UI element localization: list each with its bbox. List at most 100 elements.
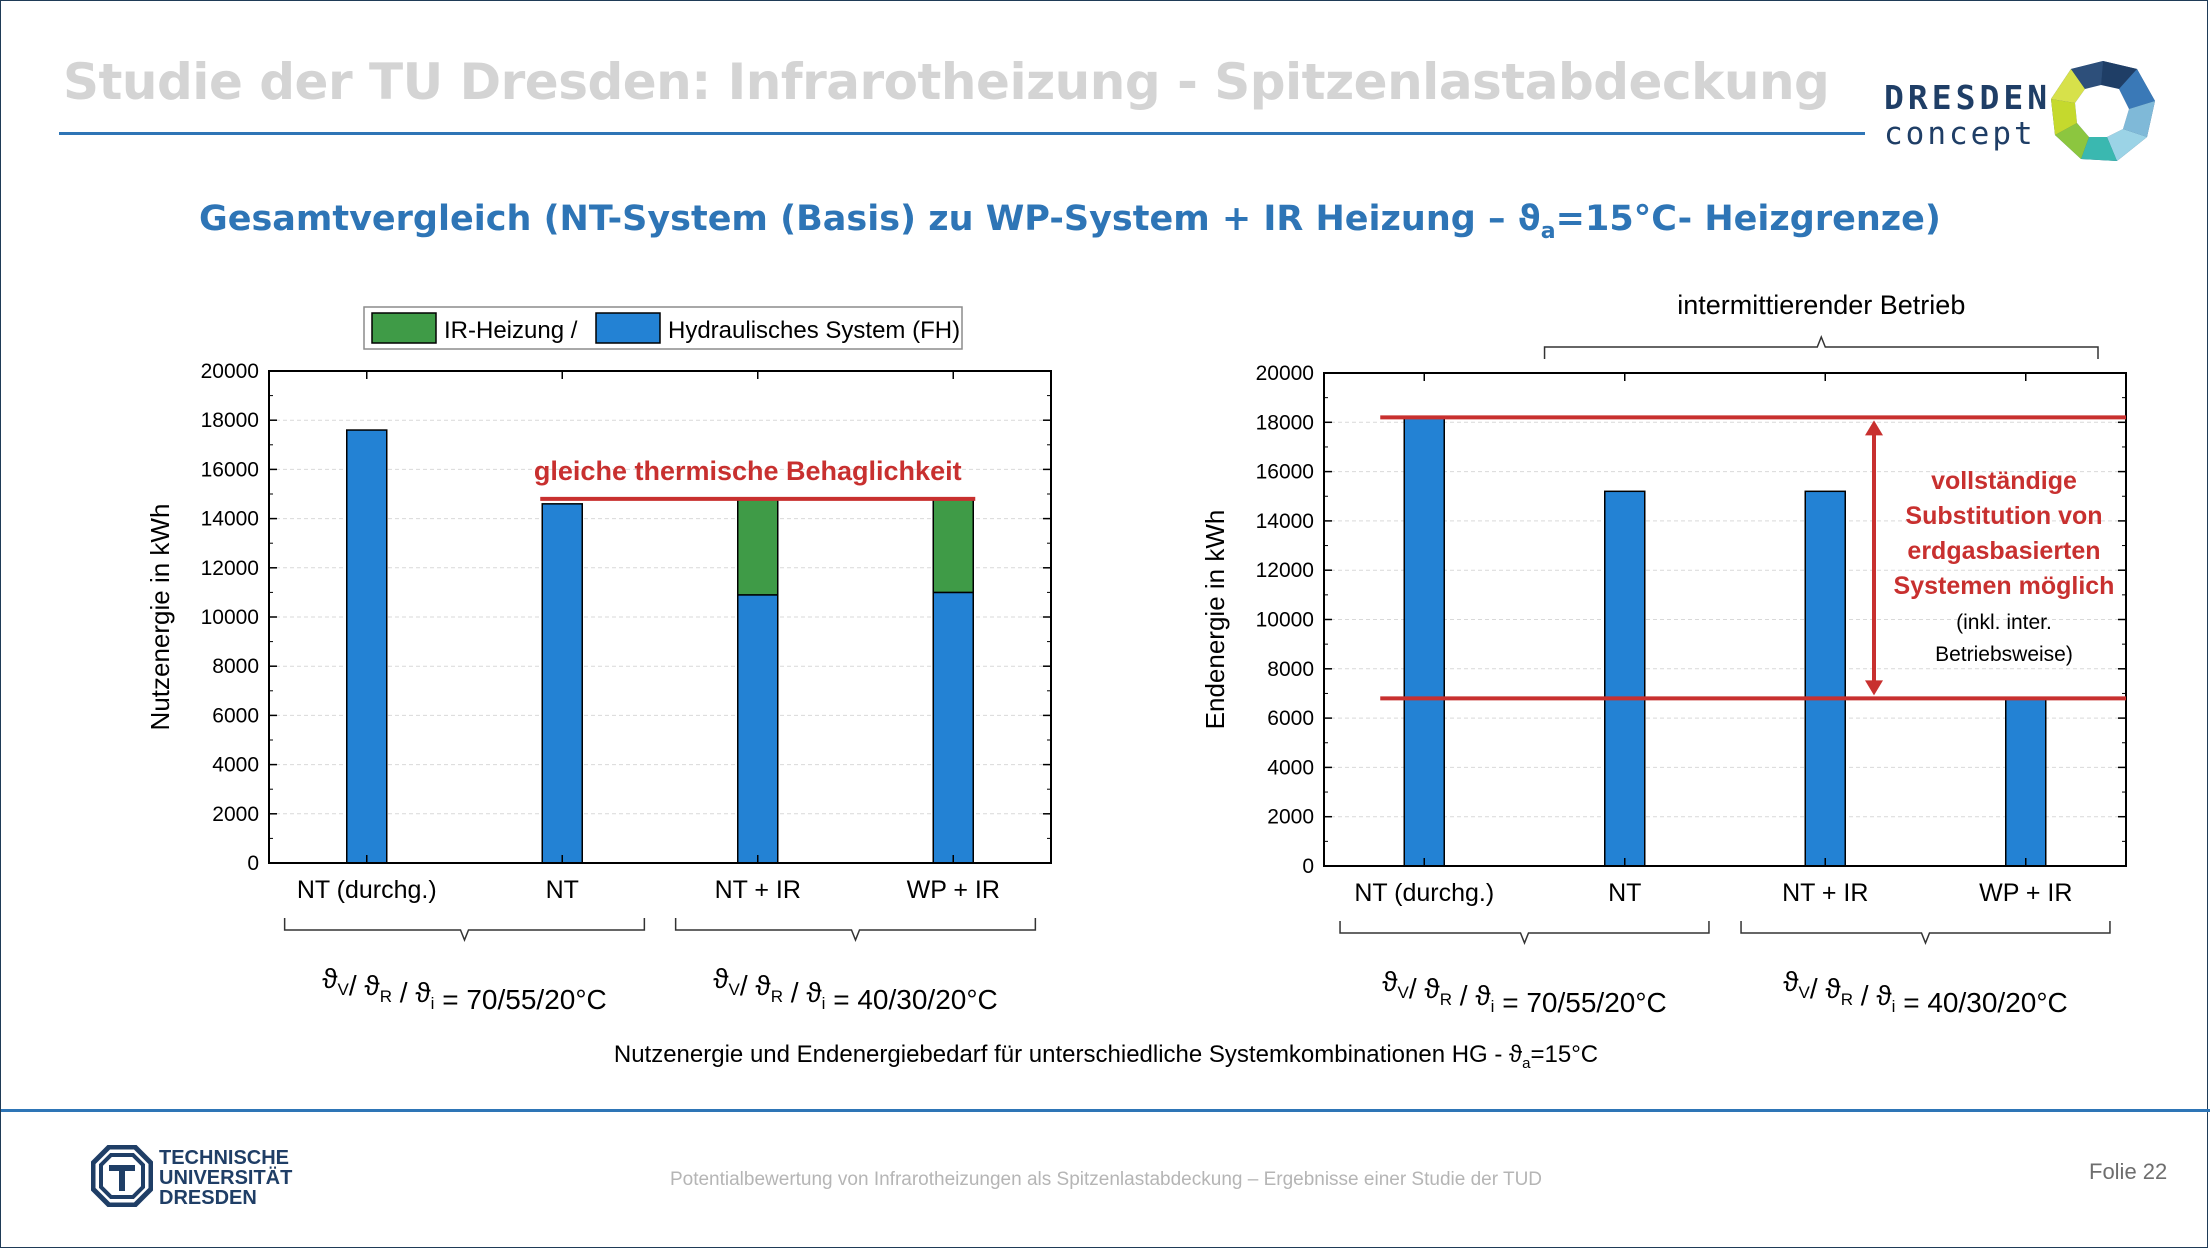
group-label-part: ϑ: [364, 970, 380, 1001]
bar: [737, 594, 779, 864]
y-tick-label: 20000: [1256, 362, 1314, 385]
chart-subtitle: Gesamtvergleich (NT-System (Basis) zu WP…: [199, 199, 1941, 244]
bar: [737, 498, 779, 596]
group-label-subscript: R: [1440, 990, 1452, 1009]
substitution-annotation-line: Substitution von: [1905, 502, 2102, 530]
bar: [1403, 416, 1445, 867]
group-label-part: = 70/55/20°C: [1494, 987, 1666, 1018]
y-tick-label: 8000: [212, 655, 259, 678]
bar: [1804, 490, 1846, 867]
y-tick-label: 2000: [1267, 806, 1314, 829]
group-label-part: ϑ: [713, 963, 729, 994]
bar: [346, 429, 388, 864]
y-tick-label: 4000: [212, 754, 259, 777]
figure-caption: Nutzenergie und Endenergiebedarf für unt…: [1, 1041, 2210, 1072]
y-tick-label: 4000: [1267, 756, 1314, 779]
group-label-subscript: V: [729, 980, 741, 999]
group-label-part: = 40/30/20°C: [1895, 987, 2067, 1018]
x-tick-label: WP + IR: [907, 876, 1000, 904]
bar: [932, 591, 974, 864]
tud-line2: UNIVERSITÄT: [159, 1167, 293, 1189]
tud-line1: TECHNISCHE: [159, 1147, 290, 1169]
dresden-concept-logo-icon: [2051, 61, 2155, 161]
x-tick-label: NT: [546, 876, 579, 904]
charts-area: 0 2000 4000 6000 8000 10000 12000 14000 16000 180…: [145, 290, 2127, 1018]
group-label-subscript: V: [1799, 983, 1811, 1002]
group-label-part: ϑ: [322, 963, 338, 994]
group-label-part: /: [783, 977, 806, 1008]
group-label-subscript: i: [431, 994, 435, 1013]
substitution-annotation-line: erdgasbasierten: [1907, 537, 2100, 565]
group-label-subscript: i: [1491, 997, 1495, 1016]
y-tick-label: 10000: [1256, 609, 1314, 632]
group-label-subscript: R: [1841, 990, 1853, 1009]
group-label-part: /: [1409, 973, 1425, 1004]
logo-line2: concept: [1884, 116, 2036, 152]
group-label: ϑV/ ϑR / ϑi = 70/55/20°C: [322, 963, 607, 1015]
group-label-subscript: V: [1398, 983, 1410, 1002]
x-tick-label: NT + IR: [715, 876, 801, 904]
plot-frame: [268, 370, 1052, 864]
group-label-part: ϑ: [1424, 973, 1440, 1004]
slide-number: Folie 22: [2089, 1159, 2168, 1184]
group-label-part: /: [740, 970, 756, 1001]
bar: [1604, 490, 1646, 867]
group-label-part: = 70/55/20°C: [434, 984, 606, 1015]
legend-label-ir: IR-Heizung /: [444, 317, 578, 344]
y-tick-label: 2000: [212, 803, 259, 826]
group-label-subscript: V: [338, 980, 350, 999]
group-label-part: ϑ: [1783, 966, 1799, 997]
group-label-part: ϑ: [1825, 973, 1841, 1004]
top-label: intermittierender Betrieb: [1677, 290, 1965, 320]
group-label-part: /: [1810, 973, 1826, 1004]
legend-box: [363, 306, 963, 350]
legend-label-hydraulic: Hydraulisches System (FH): [668, 317, 960, 344]
y-tick-label: 0: [247, 852, 259, 875]
y-axis-label: Nutzenergie in kWh: [145, 504, 175, 731]
caption-main: Nutzenergie und Endenergiebedarf für unt…: [613, 1041, 1523, 1068]
group-label-subscript: R: [380, 987, 392, 1006]
y-tick-label: 14000: [201, 508, 259, 531]
y-axis-label: Endenergie in kWh: [1200, 510, 1230, 730]
y-tick-label: 16000: [1256, 461, 1314, 484]
top-brace: [1543, 334, 2099, 359]
footer-rule: [1, 1109, 2210, 1112]
y-tick-label: 8000: [1267, 658, 1314, 681]
group-label-part: /: [1452, 980, 1475, 1011]
y-tick-label: 6000: [1267, 707, 1314, 730]
x-tick-label: NT: [1608, 879, 1641, 907]
x-tick-label: NT (durchg.): [297, 876, 437, 904]
logo-line1: DRESDEN: [1884, 78, 2052, 117]
group-label: ϑV/ ϑR / ϑi = 40/30/20°C: [713, 963, 998, 1015]
plot-frame: [1323, 372, 2127, 867]
tud-line3: DRESDEN: [159, 1187, 257, 1209]
group-label-part: /: [349, 970, 365, 1001]
slide-title: Studie der TU Dresden: Infrarotheizung -…: [63, 53, 1830, 111]
subtitle-main: Gesamtvergleich (NT-System (Basis) zu WP…: [199, 199, 1541, 239]
bar: [2005, 697, 2047, 867]
caption-sub: a: [1522, 1054, 1531, 1072]
x-tick-label: NT (durchg.): [1354, 879, 1494, 907]
title-underline: [59, 132, 1865, 135]
y-tick-label: 14000: [1256, 510, 1314, 533]
legend-swatch-ir: [371, 312, 437, 344]
y-tick-label: 12000: [201, 557, 259, 580]
y-tick-label: 0: [1302, 855, 1314, 878]
y-tick-label: 16000: [201, 458, 259, 481]
group-label-part: ϑ: [415, 977, 431, 1008]
x-tick-label: WP + IR: [1979, 879, 2072, 907]
group-label-subscript: i: [1892, 997, 1896, 1016]
tud-logo-icon: [91, 1145, 153, 1207]
substitution-note-line: (inkl. inter.: [1956, 611, 2052, 634]
legend-swatch-hydraulic: [595, 312, 661, 344]
y-tick-label: 20000: [201, 360, 259, 383]
group-label-part: ϑ: [1876, 980, 1892, 1011]
substitution-annotation-line: Systemen möglich: [1894, 572, 2115, 600]
y-tick-label: 10000: [201, 606, 259, 629]
group-label: ϑV/ ϑR / ϑi = 40/30/20°C: [1783, 966, 2068, 1018]
group-brace: [674, 918, 1037, 943]
footer-text: Potentialbewertung von Infrarotheizungen…: [669, 1169, 1543, 1190]
subtitle-sub: a: [1540, 219, 1556, 244]
group-label-part: /: [1853, 980, 1876, 1011]
